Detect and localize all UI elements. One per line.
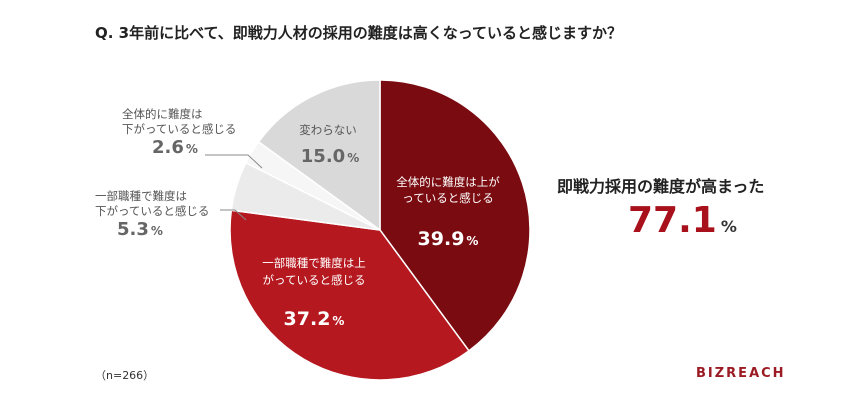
headline-value-number: 77.1 xyxy=(628,200,717,241)
headline-value: 77.1% xyxy=(628,200,737,241)
slice-value-overall-up-number: 39.9 xyxy=(418,228,465,250)
inside-labels: 全体的に難度は上が っていると感じる 39.9% 一部職種で難度は上 がっている… xyxy=(262,123,500,330)
slice-label-unchanged: 変わらない xyxy=(299,123,357,137)
slice-value-partial-up-unit: % xyxy=(332,314,344,328)
sample-size-note: （n=266） xyxy=(95,369,155,382)
slice-label-partial-up-line2: がっていると感じる xyxy=(263,273,366,287)
external-value-overall-down-number: 2.6 xyxy=(152,137,184,158)
slice-value-unchanged-number: 15.0 xyxy=(301,146,345,167)
external-value-partial-down-unit: % xyxy=(150,224,163,238)
leader-line-overall-down xyxy=(205,154,263,169)
slice-overall-up xyxy=(379,79,531,352)
slice-value-unchanged: 15.0% xyxy=(301,146,359,167)
external-label-partial-down-line1: 一部職種で難度は xyxy=(95,189,187,203)
slice-value-overall-up-unit: % xyxy=(466,234,478,248)
slice-label-overall-up-line1: 全体的に難度は上が xyxy=(396,175,500,189)
pie-slices xyxy=(229,79,531,381)
external-label-partial-down-line2: 下がっていると感じる xyxy=(95,204,210,218)
slice-unchanged xyxy=(257,79,381,232)
slice-label-partial-up-line1: 一部職種で難度は上 xyxy=(262,256,366,270)
slice-label-overall-up-line2: っていると感じる xyxy=(402,191,493,205)
slice-value-unchanged-unit: % xyxy=(347,151,359,165)
headline-text: 即戦力採用の難度が高まった xyxy=(557,177,765,196)
external-label-overall-down-line2: 下がっていると感じる xyxy=(122,122,237,136)
question-title: Q. 3年前に比べて、即戦力人材の採用の難度は高くなっていると感じますか？ xyxy=(95,24,623,42)
slice-partial-up xyxy=(229,209,470,381)
external-label-overall-down: 全体的に難度は 下がっていると感じる 2.6% xyxy=(122,107,236,158)
external-value-overall-down-unit: % xyxy=(185,142,198,156)
bizreach-logo: BIZREACH xyxy=(696,366,786,381)
leader-lines xyxy=(205,154,263,221)
external-label-partial-down: 一部職種で難度は 下がっていると感じる 5.3% xyxy=(95,189,209,240)
slice-value-partial-up-number: 37.2 xyxy=(284,308,331,330)
headline-value-unit: % xyxy=(720,217,737,236)
slice-value-partial-up: 37.2% xyxy=(284,308,345,330)
external-value-overall-down: 2.6% xyxy=(152,137,236,158)
leader-line-partial-down xyxy=(220,209,247,221)
slice-value-overall-up: 39.9% xyxy=(418,228,479,250)
external-label-overall-down-line1: 全体的に難度は xyxy=(122,107,203,121)
external-value-partial-down-number: 5.3 xyxy=(117,219,149,240)
external-value-partial-down: 5.3% xyxy=(117,219,209,240)
